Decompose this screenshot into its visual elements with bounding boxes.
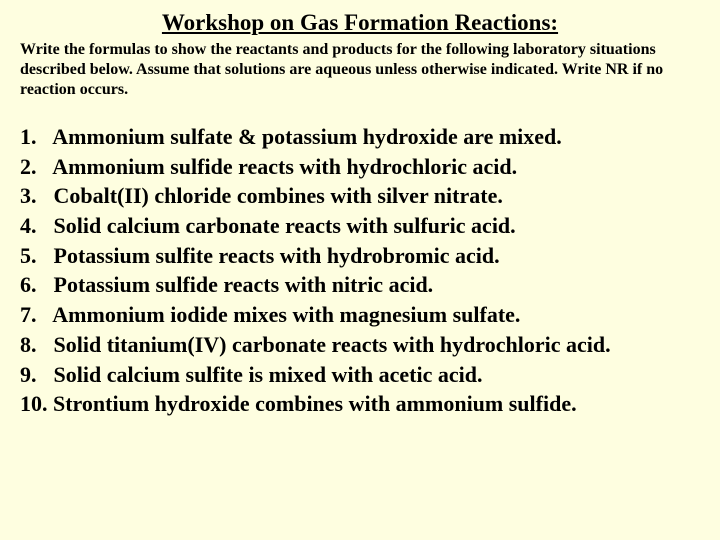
item-number: 6.: [20, 270, 48, 300]
item-text: Ammonium iodide mixes with magnesium sul…: [52, 302, 520, 327]
list-item: 10. Strontium hydroxide combines with am…: [20, 389, 700, 419]
item-number: 10.: [20, 391, 48, 416]
item-number: 5.: [20, 241, 48, 271]
item-number: 1.: [20, 122, 48, 152]
item-text: Ammonium sulfate & potassium hydroxide a…: [52, 124, 561, 149]
item-number: 4.: [20, 211, 48, 241]
instructions-text: Write the formulas to show the reactants…: [20, 40, 700, 100]
item-number: 8.: [20, 330, 48, 360]
item-text: Solid calcium carbonate reacts with sulf…: [54, 213, 516, 238]
item-number: 3.: [20, 181, 48, 211]
item-number: 7.: [20, 300, 48, 330]
list-item: 6. Potassium sulfide reacts with nitric …: [20, 270, 700, 300]
item-number: 2.: [20, 152, 48, 182]
worksheet-page: Workshop on Gas Formation Reactions: Wri…: [0, 0, 720, 429]
question-list: 1. Ammonium sulfate & potassium hydroxid…: [20, 122, 700, 419]
list-item: 3. Cobalt(II) chloride combines with sil…: [20, 181, 700, 211]
item-text: Ammonium sulfide reacts with hydrochlori…: [52, 154, 517, 179]
item-text: Strontium hydroxide combines with ammoni…: [53, 391, 577, 416]
item-text: Solid titanium(IV) carbonate reacts with…: [54, 332, 611, 357]
item-text: Solid calcium sulfite is mixed with acet…: [54, 362, 483, 387]
list-item: 5. Potassium sulfite reacts with hydrobr…: [20, 241, 700, 271]
item-text: Potassium sulfite reacts with hydrobromi…: [54, 243, 500, 268]
item-number: 9.: [20, 360, 48, 390]
list-item: 2. Ammonium sulfide reacts with hydrochl…: [20, 152, 700, 182]
list-item: 9. Solid calcium sulfite is mixed with a…: [20, 360, 700, 390]
list-item: 4. Solid calcium carbonate reacts with s…: [20, 211, 700, 241]
page-title: Workshop on Gas Formation Reactions:: [20, 10, 700, 36]
list-item: 1. Ammonium sulfate & potassium hydroxid…: [20, 122, 700, 152]
list-item: 7. Ammonium iodide mixes with magnesium …: [20, 300, 700, 330]
list-item: 8. Solid titanium(IV) carbonate reacts w…: [20, 330, 700, 360]
item-text: Cobalt(II) chloride combines with silver…: [54, 183, 503, 208]
item-text: Potassium sulfide reacts with nitric aci…: [54, 272, 434, 297]
